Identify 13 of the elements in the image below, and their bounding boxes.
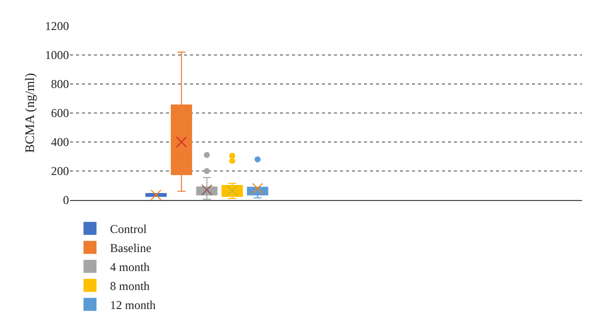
legend-label: 4 month: [110, 260, 150, 274]
y-axis-title: BCMA (ng/ml): [22, 73, 37, 153]
legend-label: 8 month: [110, 279, 150, 294]
y-tick-label: 1000: [45, 48, 69, 62]
y-tick-label: 600: [51, 106, 69, 120]
y-tick-label: 800: [51, 77, 69, 92]
legend-label: Baseline: [110, 241, 152, 256]
legend-label: 12 month: [110, 298, 156, 312]
y-tick-label: 0: [63, 193, 69, 208]
y-tick-label: 400: [51, 135, 69, 150]
legend-label: Control: [110, 222, 148, 236]
y-tick-label: 200: [51, 164, 69, 178]
y-tick-label: 1200: [45, 19, 69, 34]
